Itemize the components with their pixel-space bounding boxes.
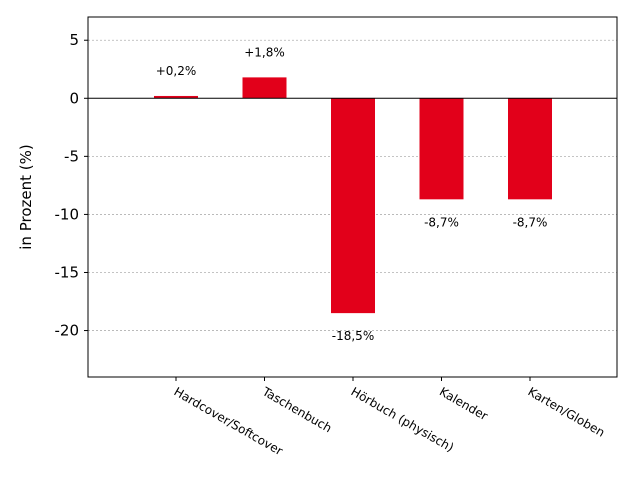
bar xyxy=(154,95,198,99)
y-tick-label: -15 xyxy=(55,263,80,281)
y-axis-title: in Prozent (%) xyxy=(17,144,35,249)
y-tick-layer: 5 0 -5 -10 -15 -20 xyxy=(55,31,88,340)
data-label-layer: +0,2% +1,8% -18,5% -8,7% -8,7% xyxy=(156,45,548,343)
data-label: +1,8% xyxy=(244,45,285,59)
bars-layer xyxy=(154,77,552,314)
y-tick-label: 0 xyxy=(69,89,79,107)
y-tick-label: -5 xyxy=(64,147,79,165)
data-label: -8,7% xyxy=(424,215,459,229)
data-label: +0,2% xyxy=(156,64,197,78)
data-label: -18,5% xyxy=(332,329,374,343)
bar xyxy=(242,77,287,99)
y-tick-label: -10 xyxy=(55,205,80,223)
bar xyxy=(419,98,464,200)
x-tick-label: Taschenbuch xyxy=(259,384,334,435)
x-tick-label: Kalender xyxy=(437,384,490,423)
y-tick-label: 5 xyxy=(69,31,79,49)
data-label: -8,7% xyxy=(513,215,548,229)
x-tick-label: Karten/Globen xyxy=(526,384,608,439)
bar xyxy=(508,98,552,200)
y-tick-label: -20 xyxy=(55,322,80,340)
bar xyxy=(331,98,375,314)
